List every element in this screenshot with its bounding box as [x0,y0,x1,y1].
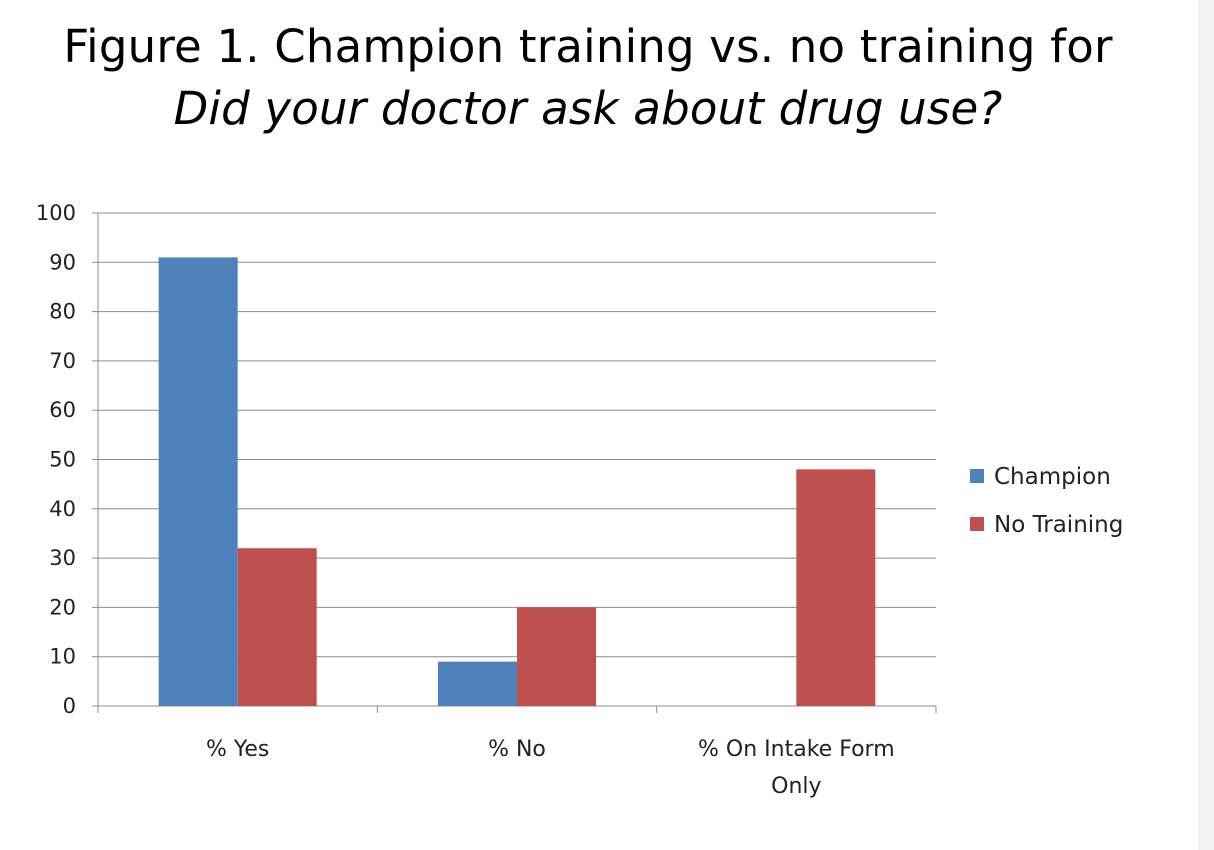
bar-no-training [237,548,317,706]
chart-title-line1: Figure 1. Champion training vs. no train… [63,20,1113,73]
y-axis-tick-labels: 0 10 20 30 40 50 60 70 80 90 100 [36,201,76,718]
legend-label: No Training [994,512,1123,538]
y-tick-label: 80 [49,300,76,324]
x-category-label: % No [488,737,546,762]
y-tick-label: 70 [49,349,76,373]
bar-champion [438,661,517,706]
legend-swatch [970,517,984,531]
x-category-label: % On Intake Form [698,737,895,762]
x-category-label: Only [771,774,821,799]
y-tick-label: 30 [49,546,76,570]
x-category-label: % Yes [206,737,269,762]
y-tick-label: 10 [49,645,76,669]
y-tick-label: 100 [36,201,76,225]
y-tick-label: 50 [49,448,76,472]
chart-title-line2: Did your doctor ask about drug use? [173,82,1003,135]
page-edge-strip [1198,0,1214,850]
y-tick-label: 40 [49,497,76,521]
y-tick-label: 60 [49,398,76,422]
x-axis-category-labels: % Yes % No % On Intake Form Only [206,737,895,799]
y-tick-label: 0 [63,694,76,718]
chart-title: Figure 1. Champion training vs. no train… [0,16,1176,140]
bar-no-training [517,607,596,706]
bars [158,257,876,706]
legend: Champion No Training [970,464,1123,538]
legend-label: Champion [994,464,1111,490]
legend-swatch [970,469,984,483]
bar-no-training [796,469,876,706]
y-tick-label: 20 [49,595,76,619]
bar-champion [158,257,238,706]
y-tick-label: 90 [49,250,76,274]
